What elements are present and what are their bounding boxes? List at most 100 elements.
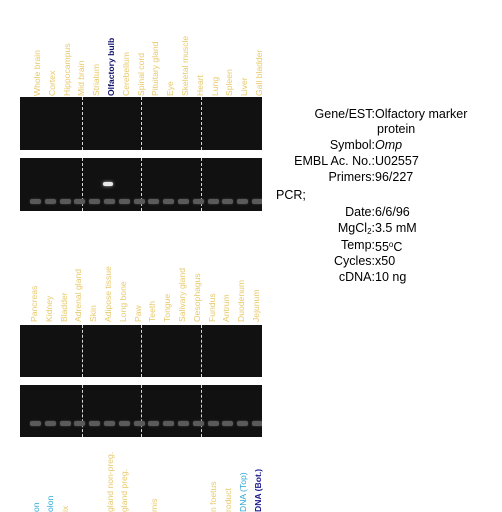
gel-band bbox=[30, 199, 41, 204]
gene-value: Olfactory marker bbox=[375, 107, 468, 121]
lane-label: DNA (Bot.) bbox=[252, 468, 263, 512]
gel-band bbox=[207, 199, 219, 204]
lane-label: Eye bbox=[165, 81, 176, 96]
embl-value: U02557 bbox=[375, 154, 419, 168]
gel-band bbox=[237, 421, 249, 426]
gel-band bbox=[44, 421, 56, 426]
gel-band bbox=[178, 421, 189, 426]
gene-value-line2: protein bbox=[377, 122, 416, 136]
lane-divider bbox=[141, 385, 142, 437]
pcr-info: Gene/EST: Olfactory marker protein Symbo… bbox=[270, 104, 500, 294]
lane-label bbox=[133, 426, 145, 512]
lane-label: Antrum bbox=[221, 294, 232, 322]
lane-label: Gall bladder bbox=[254, 49, 264, 96]
lane-label: Duodenum bbox=[236, 279, 247, 322]
panel1-lane-labels: Whole brain Cortex Hippocampus Mid brain Str… bbox=[0, 8, 270, 96]
lane-label bbox=[163, 426, 175, 512]
lane-label: Spinal cord bbox=[135, 53, 146, 96]
gel-band bbox=[74, 421, 86, 426]
gel-band bbox=[148, 421, 160, 426]
gel-band bbox=[237, 199, 249, 204]
lane-divider bbox=[201, 385, 202, 437]
lane-divider bbox=[201, 97, 202, 150]
gel-band bbox=[74, 199, 86, 204]
lane-label: roduct bbox=[223, 488, 233, 512]
lane-label bbox=[0, 426, 12, 512]
gel-band bbox=[89, 421, 101, 426]
lane-divider bbox=[141, 325, 142, 377]
olfactory-bulb-band bbox=[103, 182, 113, 186]
panel1-gel-top bbox=[20, 97, 262, 150]
lane-label: on bbox=[30, 502, 41, 512]
lane-label: Whole brain bbox=[32, 50, 42, 96]
panel1-gel-bottom bbox=[20, 158, 262, 211]
cdna-value: 10 ng bbox=[375, 270, 407, 284]
lane-label: Lung bbox=[209, 76, 220, 96]
lane-label bbox=[178, 426, 190, 512]
lane-label bbox=[192, 426, 204, 512]
embl-key: EMBL Ac. No.: bbox=[294, 154, 375, 168]
lane-label: Heart bbox=[194, 74, 205, 96]
lane-label: Spleen bbox=[224, 69, 235, 96]
temp-value: 55oC bbox=[375, 240, 403, 254]
gel-band bbox=[133, 199, 145, 204]
lane-label: Tongue bbox=[162, 293, 173, 322]
lane-label: Paw bbox=[132, 305, 143, 322]
gel-band bbox=[163, 421, 175, 426]
gel-band bbox=[207, 421, 219, 426]
gel-band bbox=[222, 199, 234, 204]
panel2-gel-top bbox=[20, 325, 262, 377]
cdna-key: cDNA: bbox=[338, 270, 375, 284]
lane-divider bbox=[82, 158, 83, 211]
gel-band bbox=[178, 199, 189, 204]
cycles-value: x50 bbox=[375, 254, 396, 268]
gel-band bbox=[104, 199, 115, 204]
lane-label: gland non-preg. bbox=[104, 451, 115, 512]
gel-band bbox=[133, 421, 145, 426]
gel-band bbox=[44, 199, 56, 204]
lane-label: DNA (Top) bbox=[237, 472, 248, 512]
lane-label: Skeletal muscle bbox=[180, 35, 190, 96]
lane-divider bbox=[82, 325, 83, 377]
lane-divider bbox=[82, 97, 83, 150]
lane-label: Skin bbox=[88, 305, 99, 322]
lane-label: Pancreas bbox=[29, 285, 39, 322]
gel-band bbox=[192, 199, 204, 204]
gel-band bbox=[59, 421, 71, 426]
gene-key: Gene/EST: bbox=[314, 107, 375, 121]
lane-label: Kidney bbox=[43, 295, 54, 322]
lane-label: gland preg. bbox=[119, 468, 130, 512]
pcr-key: PCR; bbox=[276, 188, 306, 202]
cycles-key: Cycles: bbox=[334, 254, 375, 268]
lane-divider bbox=[141, 158, 142, 211]
lane-label: Adipose tissue bbox=[103, 266, 113, 322]
lane-label: Mid brain bbox=[76, 60, 87, 96]
temp-key: Temp: bbox=[340, 238, 375, 252]
lane-label: Salivary gland bbox=[177, 268, 187, 322]
lane-label: Jejunum bbox=[251, 289, 261, 322]
lane-label: ix bbox=[60, 505, 71, 512]
lane-label bbox=[89, 426, 101, 512]
lane-label: Oesophagus bbox=[191, 273, 202, 322]
gel-band bbox=[252, 199, 262, 204]
lane-label: Olfactory bulb bbox=[106, 37, 116, 96]
lane-label: Adrenal gland bbox=[73, 268, 84, 322]
lane-label: Long bone bbox=[117, 281, 128, 322]
gel-band bbox=[163, 199, 175, 204]
lane-label bbox=[74, 426, 86, 512]
panel3-lane-labels: on olon ix gland non-preg. gland preg. mis n f… bbox=[0, 430, 270, 512]
gel-band bbox=[118, 421, 130, 426]
mgcl-value: 3.5 mM bbox=[375, 221, 417, 235]
gel-band bbox=[104, 421, 115, 426]
lane-divider bbox=[82, 385, 83, 437]
lane-label: Liver bbox=[239, 77, 250, 96]
lane-label: Fundus bbox=[206, 293, 217, 322]
primers-key: Primers: bbox=[328, 170, 375, 184]
lane-divider bbox=[141, 97, 142, 150]
panel2-lane-labels: Pancreas Kidney Bladder Adrenal gland Skin Ad… bbox=[0, 234, 270, 322]
gel-band bbox=[192, 421, 204, 426]
gel-band bbox=[222, 421, 234, 426]
gel-band bbox=[252, 421, 262, 426]
lane-label bbox=[15, 426, 27, 512]
lane-divider bbox=[201, 158, 202, 211]
